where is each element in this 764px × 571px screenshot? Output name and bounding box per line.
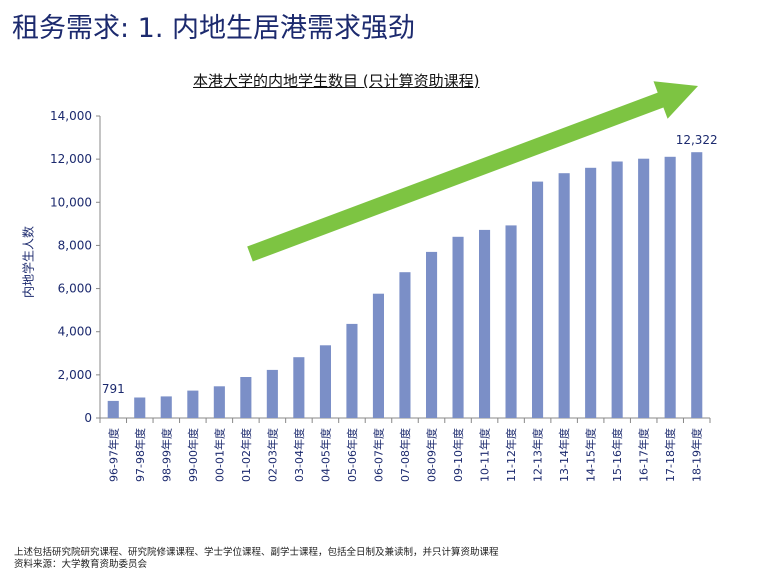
bar — [240, 377, 252, 418]
bar — [558, 173, 570, 418]
bar — [664, 156, 676, 419]
x-tick-label: 00-01年度 — [212, 428, 226, 482]
bar — [399, 272, 411, 418]
x-tick-label: 06-07年度 — [372, 428, 386, 482]
x-tick-label: 09-10年度 — [451, 428, 465, 482]
bar — [505, 225, 517, 418]
x-tick-label: 02-03年度 — [265, 428, 279, 482]
bar — [426, 251, 438, 418]
bar — [319, 345, 331, 418]
y-tick-label: 8,000 — [58, 238, 92, 252]
trend-arrow-shape — [247, 81, 698, 262]
x-tick-label: 01-02年度 — [239, 428, 253, 482]
x-tick-label: 05-06年度 — [345, 428, 359, 482]
y-tick-label: 10,000 — [50, 195, 92, 209]
axes: 0 2,000 4,000 6,000 8,000 10,000 12,000 14,000 — [50, 109, 711, 425]
labels: 96-97年度 97-98年度 98-99年度 99-00年度 00-01年度 01-02… — [102, 133, 718, 482]
x-tick-label: 17-18年度 — [663, 428, 677, 482]
bar — [293, 357, 305, 418]
bar — [638, 158, 650, 418]
y-tick-label: 14,000 — [50, 109, 92, 123]
bar — [187, 390, 199, 418]
y-tick-label: 2,000 — [58, 368, 92, 382]
x-tick-label: 99-00年度 — [186, 428, 200, 482]
bar — [479, 229, 491, 418]
x-tick-label: 14-15年度 — [584, 428, 598, 482]
x-tick-label: 18-19年度 — [690, 428, 704, 482]
bar — [691, 152, 703, 418]
bar — [266, 369, 278, 418]
bars — [107, 152, 703, 419]
trend-arrow — [247, 81, 698, 262]
x-tick-label: 08-09年度 — [425, 428, 439, 482]
x-tick-label: 13-14年度 — [557, 428, 571, 482]
bar — [611, 161, 623, 418]
x-tick-label: 98-99年度 — [159, 428, 173, 482]
bar — [134, 397, 146, 418]
bar — [107, 400, 119, 418]
x-tick-label: 16-17年度 — [637, 428, 651, 482]
x-tick-label: 12-13年度 — [531, 428, 545, 482]
bar — [213, 386, 225, 418]
footnote-scope: 上述包括研究院研究课程、研究院修课课程、学士学位课程、副学士课程，包括全日制及兼… — [14, 547, 499, 558]
bar — [160, 396, 172, 418]
bar — [346, 323, 358, 418]
y-tick-label: 4,000 — [58, 325, 92, 339]
bar — [585, 167, 597, 418]
data-label: 791 — [102, 382, 125, 396]
bar — [372, 293, 384, 418]
data-label: 12,322 — [676, 133, 718, 147]
y-tick-label: 12,000 — [50, 152, 92, 166]
y-tick-label: 0 — [84, 411, 92, 425]
slide-title: 租务需求: 1. 内地生居港需求强劲 — [12, 13, 416, 44]
x-tick-label: 07-08年度 — [398, 428, 412, 482]
x-tick-label: 03-04年度 — [292, 428, 306, 482]
bar — [532, 181, 544, 418]
footnote-source: 资料来源：大学教育资助委员会 — [14, 559, 148, 570]
bar — [452, 236, 464, 418]
x-tick-label: 10-11年度 — [478, 428, 492, 482]
chart-title: 本港大学的内地学生数目 (只计算资助课程) — [193, 72, 480, 90]
x-tick-label: 96-97年度 — [106, 428, 120, 482]
x-tick-label: 97-98年度 — [133, 428, 147, 482]
x-tick-label: 11-12年度 — [504, 428, 518, 482]
y-tick-label: 6,000 — [58, 282, 92, 296]
x-tick-label: 15-16年度 — [610, 428, 624, 482]
x-tick-label: 04-05年度 — [318, 428, 332, 482]
